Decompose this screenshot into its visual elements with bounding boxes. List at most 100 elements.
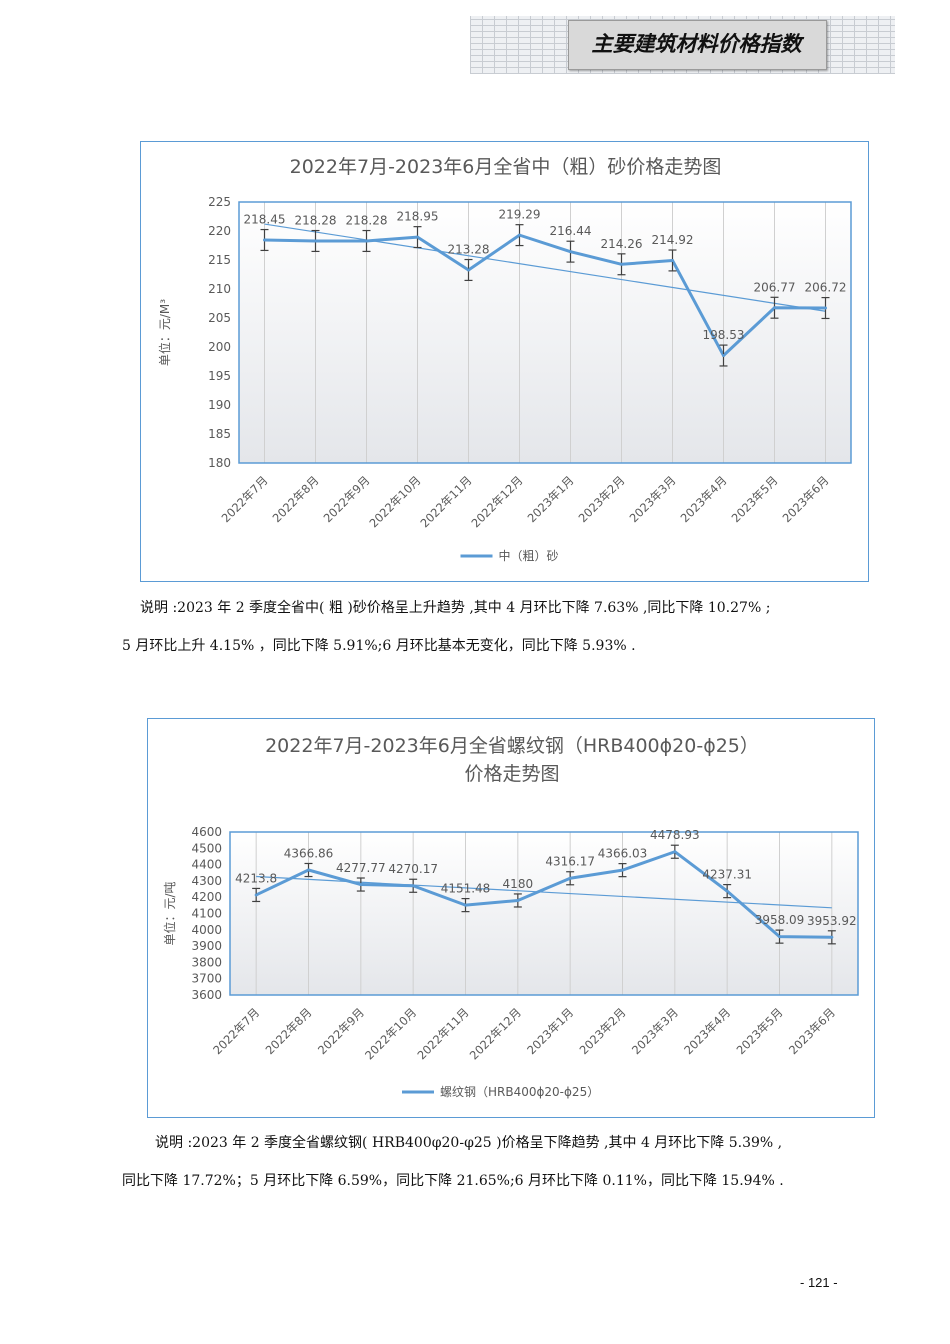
data-point <box>722 354 725 358</box>
x-category-label: 2023年2月 <box>577 1005 629 1057</box>
x-category-label: 2023年1月 <box>525 473 577 525</box>
data-label: 4478.93 <box>650 828 700 842</box>
data-label: 198.53 <box>703 328 745 342</box>
x-category-label: 2023年5月 <box>729 473 781 525</box>
y-tick-label: 200 <box>208 340 231 354</box>
x-category-label: 2022年10月 <box>362 1005 419 1062</box>
data-point <box>830 935 834 939</box>
data-point <box>416 235 419 239</box>
data-label: 213.28 <box>448 243 490 257</box>
page-number: - 121 - <box>800 1275 838 1290</box>
x-category-label: 2023年4月 <box>678 473 730 525</box>
data-label: 216.44 <box>550 224 592 238</box>
sand-price-chart: 2022年7月-2023年6月全省中（粗）砂价格走势图 180 185 190 195 2… <box>140 141 869 582</box>
data-point <box>464 903 467 907</box>
linear-trendline <box>264 223 826 312</box>
rebar-caption-line-2: 同比下降 17.72%；5 月环比下降 6.59%，同比下降 21.65%;6 … <box>122 1173 784 1189</box>
data-point <box>314 239 317 243</box>
y-tick-label: 190 <box>208 398 231 412</box>
data-label: 4213.8 <box>235 871 277 885</box>
x-category-label: 2023年6月 <box>786 1005 838 1057</box>
data-point <box>518 233 521 237</box>
data-point <box>263 238 266 242</box>
plot-area-border <box>238 201 852 464</box>
data-label: 218.45 <box>244 213 286 227</box>
x-category-label: 2022年7月 <box>210 1005 262 1057</box>
sand-caption-line-2: 5 月环比上升 4.15% ，同比下降 5.91%;6 月环比基本无变化，同比下… <box>122 638 636 654</box>
series-line <box>255 850 832 939</box>
data-label: 3953.92 <box>807 914 857 928</box>
y-tick-label: 210 <box>208 282 231 296</box>
x-category-label: 2022年11月 <box>414 1005 471 1062</box>
x-category-label: 2023年4月 <box>681 1005 733 1057</box>
y-axis-label: 单位：元/吨 <box>162 881 177 945</box>
y-tick-label: 225 <box>208 195 231 209</box>
plot-area-border <box>229 831 859 996</box>
rebar-caption-line-1: 说明 :2023 年 2 季度全省螺纹钢( HRB400φ20-φ25 )价格呈… <box>155 1135 783 1151</box>
y-tick-label: 185 <box>208 427 231 441</box>
data-label: 4237.31 <box>702 868 752 882</box>
y-tick-label: 3600 <box>191 988 222 1002</box>
data-point <box>725 889 729 893</box>
data-label: 214.92 <box>652 233 694 247</box>
data-label: 4180 <box>503 877 534 891</box>
data-label: 4316.17 <box>545 855 595 869</box>
data-label: 4277.77 <box>336 861 386 875</box>
data-point <box>773 306 776 310</box>
data-label: 218.95 <box>397 210 439 224</box>
y-tick-label: 4500 <box>191 841 222 855</box>
chart-title: 2022年7月-2023年6月全省中（粗）砂价格走势图 <box>290 156 722 178</box>
x-category-label: 2023年5月 <box>734 1005 786 1057</box>
data-label: 4270.17 <box>388 862 438 876</box>
data-point <box>569 250 572 254</box>
x-category-label: 2022年11月 <box>417 473 474 530</box>
x-category-label: 2022年7月 <box>219 473 271 525</box>
data-point <box>620 262 623 266</box>
series-line <box>264 233 826 358</box>
y-tick-label: 3900 <box>191 939 222 953</box>
data-point <box>778 935 781 939</box>
x-category-label: 2023年1月 <box>524 1005 576 1057</box>
y-tick-label: 220 <box>208 224 231 238</box>
x-category-label: 2022年9月 <box>315 1005 367 1057</box>
y-tick-label: 4300 <box>191 874 222 888</box>
x-category-label: 2022年8月 <box>263 1005 315 1057</box>
data-point <box>359 883 363 887</box>
data-label: 206.77 <box>754 280 796 294</box>
data-label: 219.29 <box>499 208 541 222</box>
section-title: 主要建筑材料价格指数 <box>591 32 802 56</box>
y-tick-label: 4400 <box>191 858 222 872</box>
data-label: 218.28 <box>346 214 388 228</box>
data-point <box>254 893 258 897</box>
data-label: 218.28 <box>295 214 337 228</box>
x-category-label: 2023年2月 <box>576 473 628 525</box>
x-category-label: 2022年12月 <box>468 473 525 530</box>
data-label: 4366.86 <box>284 846 334 860</box>
y-tick-label: 3700 <box>191 972 222 986</box>
x-category-label: 2023年3月 <box>629 1005 681 1057</box>
x-category-label: 2022年8月 <box>270 473 322 525</box>
y-tick-label: 3800 <box>191 955 222 969</box>
data-point <box>673 850 677 854</box>
data-point <box>671 258 674 262</box>
y-tick-label: 215 <box>208 253 231 267</box>
data-label: 214.26 <box>601 237 643 251</box>
header-title-box <box>568 20 827 70</box>
x-category-label: 2023年3月 <box>627 473 679 525</box>
sand-chart-svg: 2022年7月-2023年6月全省中（粗）砂价格走势图 180 185 190 195 2… <box>157 156 852 563</box>
data-point <box>824 306 827 310</box>
data-point <box>467 268 470 272</box>
data-label: 4151.48 <box>441 882 491 896</box>
data-point <box>307 868 310 872</box>
y-tick-label: 4600 <box>191 825 222 839</box>
legend-label: 螺纹钢（HRB400ϕ20-ϕ25） <box>440 1085 599 1099</box>
y-tick-label: 4000 <box>191 923 222 937</box>
y-tick-label: 180 <box>208 456 231 470</box>
x-category-label: 2022年9月 <box>321 473 373 525</box>
sand-caption-line-1: 说明 :2023 年 2 季度全省中( 粗 )砂价格呈上升趋势 ,其中 4 月环… <box>140 600 771 616</box>
x-category-label: 2022年12月 <box>467 1005 524 1062</box>
data-point <box>516 898 520 902</box>
legend-label: 中（粗）砂 <box>499 548 559 563</box>
y-tick-label: 4100 <box>191 907 222 921</box>
data-point <box>365 239 368 243</box>
